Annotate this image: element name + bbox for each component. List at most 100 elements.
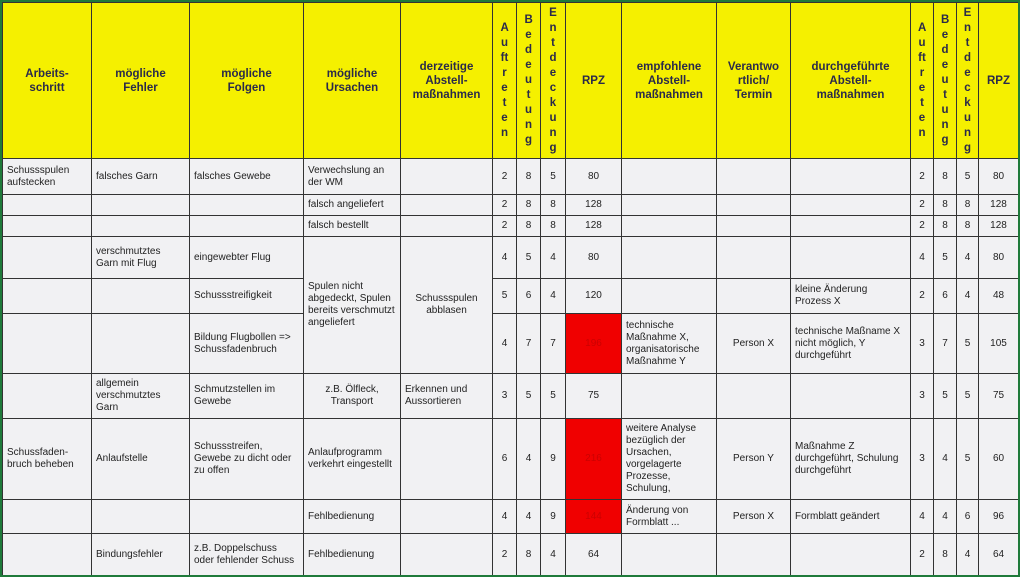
fehler-cell <box>91 499 190 534</box>
rpz-cell: 64 <box>565 533 622 575</box>
entdeckung-neu-cell: 5 <box>956 373 979 419</box>
entdeckung-cell: 4 <box>540 236 566 279</box>
auftreten-cell: 2 <box>492 533 517 575</box>
header-label: Verantwo rtlich/ Termin <box>727 60 780 101</box>
bedeutung-neu-cell: 6 <box>933 278 957 314</box>
folgen-cell: z.B. Doppelschuss oder fehlender Schuss <box>189 533 304 575</box>
ursachen-cell: falsch bestellt <box>303 215 401 237</box>
table-row: verschmutztes Garn mit Flug eingewebter F… <box>2 236 1018 374</box>
header-bedeutung: Bedeutung <box>516 2 541 159</box>
bedeutung-neu-cell: 8 <box>933 158 957 195</box>
abstell-cell <box>400 418 493 500</box>
bedeutung-cell: 8 <box>516 215 541 237</box>
fehler-cell: allgemein verschmutztes Garn <box>91 373 190 419</box>
header-label: RPZ <box>582 74 605 87</box>
header-fehler: mögliche Fehler <box>91 2 190 159</box>
verantwortlich-cell: Person X <box>716 499 791 534</box>
fehler-cell: Bindungsfehler <box>91 533 190 575</box>
ursachen-cell: z.B. Ölfleck, Transport <box>303 373 401 419</box>
header-arbeitsschritt: Arbeits- schritt <box>2 2 92 159</box>
entdeckung-neu-cell: 5 <box>956 418 979 500</box>
auftreten-neu-cell: 2 <box>910 215 934 237</box>
auftreten-cell: 6 <box>492 418 517 500</box>
folgen-cell <box>189 215 304 237</box>
durchgefuehrt-cell <box>790 215 911 237</box>
bedeutung-cell: 8 <box>516 194 541 216</box>
header-entdeckung-neu: Entdeckung <box>956 2 979 159</box>
empfohlen-cell <box>621 194 717 216</box>
verantwortlich-cell <box>716 158 791 195</box>
rpz-neu-cell: 64 <box>978 533 1018 575</box>
header-label: Auftreten <box>918 21 927 139</box>
durchgefuehrt-cell <box>790 194 911 216</box>
durchgefuehrt-cell <box>790 373 911 419</box>
header-entdeckung: Entdeckung <box>540 2 566 159</box>
rpz-neu-cell: 128 <box>978 215 1018 237</box>
rpz-neu-cell: 60 <box>978 418 1018 500</box>
rpz-cell: 75 <box>565 373 622 419</box>
rpz-cell: 216 <box>565 418 622 500</box>
verantwortlich-cell <box>716 236 791 279</box>
header-label: durchgeführte Abstell- maßnahmen <box>811 60 890 101</box>
table-row: Schussfaden-bruch beheben Anlaufstelle Sch… <box>2 418 1018 500</box>
entdeckung-cell: 5 <box>540 373 566 419</box>
verantwortlich-cell: Person Y <box>716 418 791 500</box>
verantwortlich-cell <box>716 278 791 314</box>
ursachen-cell: Fehlbedienung <box>303 499 401 534</box>
entdeckung-neu-cell: 4 <box>956 533 979 575</box>
bedeutung-neu-cell: 5 <box>933 236 957 279</box>
rpz-cell: 80 <box>565 158 622 195</box>
fehler-cell <box>91 194 190 216</box>
header-abstellmassnahmen: derzeitige Abstell- maßnahmen <box>400 2 493 159</box>
empfohlen-cell <box>621 373 717 419</box>
arbeitsschritt-cell <box>2 313 92 374</box>
arbeitsschritt-cell <box>2 194 92 216</box>
entdeckung-cell: 9 <box>540 418 566 500</box>
header-durchgefuehrte-massnahmen: durchgeführte Abstell- maßnahmen <box>790 2 911 159</box>
table-row: Fehlbedienung 4 4 9 144 Änderung von Formblat… <box>2 499 1018 534</box>
durchgefuehrt-cell <box>790 236 911 279</box>
rpz-neu-cell: 48 <box>978 278 1018 314</box>
folgen-cell: Schmutzstellen im Gewebe <box>189 373 304 419</box>
arbeitsschritt-cell <box>2 278 92 314</box>
entdeckung-neu-cell: 5 <box>956 313 979 374</box>
table-row: Schussstreifigkeit 5 6 4 120 kleine Änderung … <box>2 278 1018 314</box>
arbeitsschritt-cell <box>2 533 92 575</box>
rpz-neu-cell: 105 <box>978 313 1018 374</box>
durchgefuehrt-cell <box>790 533 911 575</box>
arbeitsschritt-cell <box>2 236 92 279</box>
folgen-cell: eingewebter Flug <box>189 236 304 279</box>
header-label: Bedeutung <box>941 14 950 146</box>
rpz-cell: 120 <box>565 278 622 314</box>
entdeckung-neu-cell: 4 <box>956 278 979 314</box>
rpz-cell: 128 <box>565 194 622 216</box>
bedeutung-cell: 8 <box>516 533 541 575</box>
auftreten-neu-cell: 3 <box>910 373 934 419</box>
fehler-cell <box>91 215 190 237</box>
entdeckung-neu-cell: 6 <box>956 499 979 534</box>
auftreten-cell: 2 <box>492 194 517 216</box>
auftreten-neu-cell: 3 <box>910 313 934 374</box>
entdeckung-cell: 4 <box>540 278 566 314</box>
header-label: Entdeckung <box>549 6 557 154</box>
table-row: falsch bestellt 2 8 8 128 2 8 8 128 <box>2 215 1018 237</box>
rpz-cell: 80 <box>565 236 622 279</box>
bedeutung-cell: 8 <box>516 158 541 195</box>
rpz-cell: 128 <box>565 215 622 237</box>
verantwortlich-cell <box>716 215 791 237</box>
table-row: Bildung Flugbollen => Schussfadenbruch 4 7… <box>2 313 1018 374</box>
header-auftreten-neu: Auftreten <box>910 2 934 159</box>
durchgefuehrt-cell: kleine Änderung Prozess X <box>790 278 911 314</box>
verantwortlich-cell <box>716 533 791 575</box>
entdeckung-neu-cell: 8 <box>956 194 979 216</box>
auftreten-cell: 2 <box>492 158 517 195</box>
bedeutung-cell: 4 <box>516 499 541 534</box>
arbeitsschritt-cell <box>2 373 92 419</box>
auftreten-neu-cell: 2 <box>910 158 934 195</box>
rpz-cell: 144 <box>565 499 622 534</box>
bedeutung-cell: 4 <box>516 418 541 500</box>
fehler-cell: falsches Garn <box>91 158 190 195</box>
folgen-cell: falsches Gewebe <box>189 158 304 195</box>
header-verantwortlich: Verantwo rtlich/ Termin <box>716 2 791 159</box>
header-label: Arbeits- schritt <box>25 67 69 94</box>
